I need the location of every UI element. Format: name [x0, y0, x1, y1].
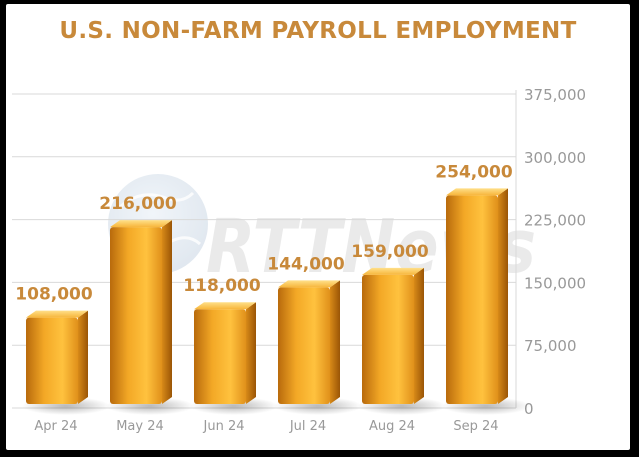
- bar: 216,000: [99, 194, 195, 415]
- bar-side: [162, 220, 172, 404]
- bar-side: [330, 280, 340, 404]
- bar: 118,000: [183, 276, 279, 415]
- bar-side: [498, 188, 508, 404]
- bar-top: [194, 302, 256, 310]
- y-tick-label: 150,000: [524, 274, 586, 292]
- bar-face: [110, 227, 162, 404]
- y-tick-label: 75,000: [524, 337, 577, 355]
- chart-frame: U.S. NON-FARM PAYROLL EMPLOYMENT: [6, 4, 630, 450]
- bar-side: [78, 310, 88, 404]
- x-tick-label: Jul 24: [289, 419, 326, 434]
- bar-top: [362, 267, 424, 275]
- bar-face: [194, 309, 246, 404]
- bar-face: [26, 317, 78, 404]
- data-label: 118,000: [183, 276, 261, 296]
- data-label: 159,000: [351, 242, 429, 262]
- bar-face: [278, 287, 330, 404]
- data-label: 254,000: [435, 162, 513, 182]
- x-axis: Apr 24 May 24 Jun 24 Jul 24 Aug 24 Sep 24: [34, 419, 498, 434]
- x-tick-label: Apr 24: [34, 419, 77, 434]
- data-label: 216,000: [99, 194, 177, 214]
- bar-side: [246, 302, 256, 404]
- y-axis: 0 75,000 150,000 225,000 300,000 375,000: [515, 86, 586, 418]
- bar-chart: RTTNews 075,000150,000225,000300,000375,…: [12, 86, 586, 434]
- bar-top: [278, 280, 340, 288]
- bar: 254,000: [435, 162, 531, 415]
- bar-top: [26, 310, 88, 318]
- bar-top: [446, 188, 508, 196]
- bar-face: [446, 195, 498, 404]
- bar: 108,000: [15, 285, 111, 415]
- data-label: 144,000: [267, 254, 345, 274]
- x-tick-label: May 24: [116, 419, 164, 434]
- y-tick-label: 0: [524, 400, 534, 418]
- chart-title: U.S. NON-FARM PAYROLL EMPLOYMENT: [59, 18, 577, 44]
- bar: 159,000: [351, 242, 447, 415]
- y-tick-label: 225,000: [524, 212, 586, 230]
- x-tick-label: Jun 24: [203, 419, 245, 434]
- x-tick-label: Aug 24: [369, 419, 415, 434]
- y-tick-label: 375,000: [524, 86, 586, 104]
- bars: 108,000 216,000 118,000 144,000 159,000 254,0…: [15, 162, 531, 415]
- y-tick-label: 300,000: [524, 149, 586, 167]
- x-tick-label: Sep 24: [453, 419, 498, 434]
- bar: 144,000: [267, 254, 363, 415]
- bar-top: [110, 220, 172, 228]
- data-label: 108,000: [15, 285, 93, 305]
- bar-side: [414, 267, 424, 404]
- bar-face: [362, 274, 414, 404]
